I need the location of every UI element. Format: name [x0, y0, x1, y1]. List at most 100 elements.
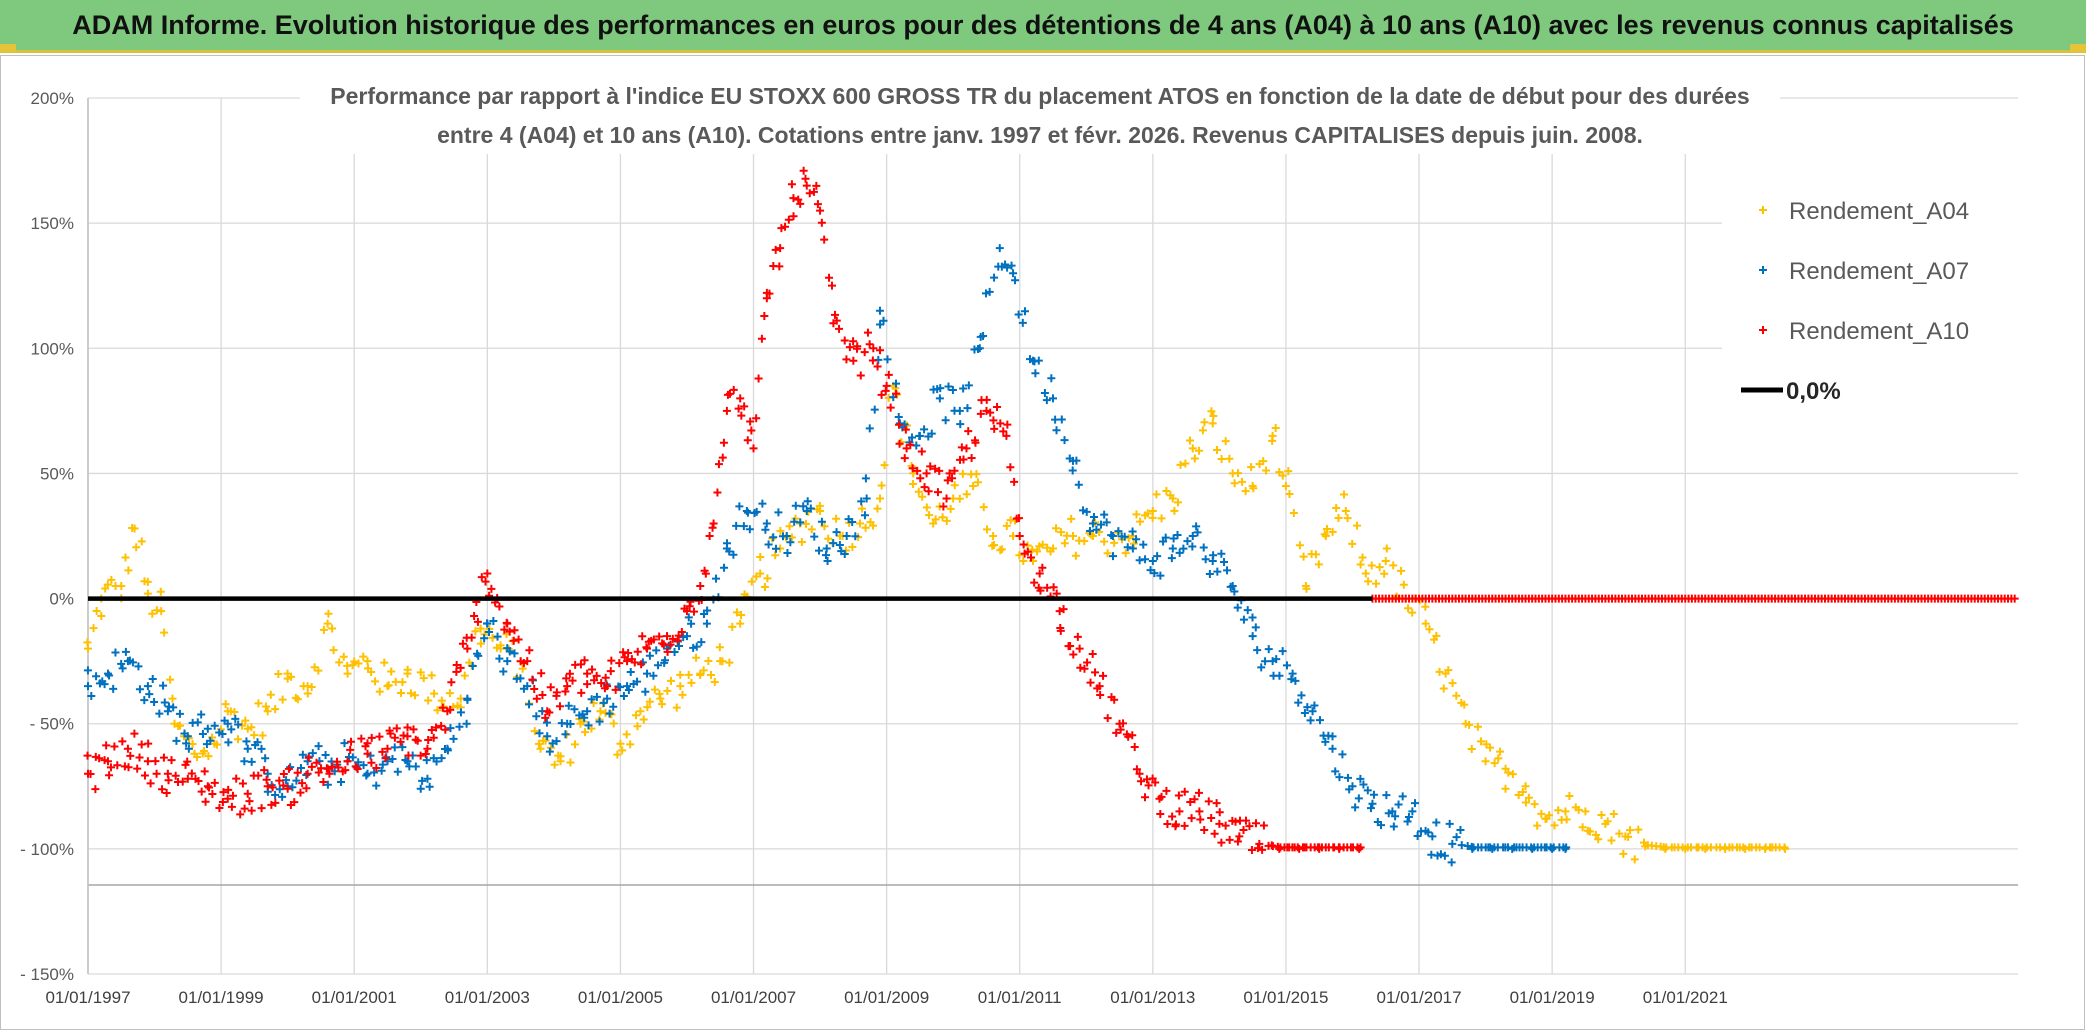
scatter-mark-rendement_a07	[525, 700, 534, 709]
scatter-mark-rendement_a10	[1215, 808, 1224, 817]
scatter-mark-rendement_a07	[1082, 507, 1091, 516]
scatter-mark-rendement_a10	[334, 763, 343, 772]
data-point-rendement_a07	[84, 682, 92, 691]
scatter-mark-rendement_a10	[290, 798, 299, 807]
scatter-mark-rendement_a10	[881, 386, 890, 395]
scatter-mark-rendement_a07	[1287, 675, 1296, 684]
scatter-mark-rendement_a10	[118, 737, 127, 746]
scatter-mark-rendement_a07	[1217, 549, 1226, 558]
scatter-mark-rendement_a04	[1597, 811, 1606, 820]
scatter-mark-rendement_a10	[538, 690, 547, 699]
scatter-mark-rendement_a07	[725, 547, 734, 556]
scatter-mark-rendement_a04	[1408, 608, 1417, 617]
scatter-mark-rendement_a04	[193, 753, 202, 762]
scatter-mark-rendement_a07	[308, 749, 317, 758]
scatter-mark-rendement_a10	[920, 483, 929, 492]
data-point-rendement_a07	[762, 519, 771, 528]
data-point-rendement_a04	[1208, 419, 1217, 428]
scatter-mark-rendement_a10	[873, 362, 882, 371]
scatter-mark-rendement_a07	[370, 768, 379, 777]
scatter-mark-rendement_a04	[1530, 800, 1539, 809]
scatter-mark-rendement_a10	[1233, 837, 1242, 846]
data-point-rendement_a04	[1421, 619, 1430, 628]
data-point-rendement_a10	[1295, 844, 1304, 853]
data-point-rendement_a10	[789, 194, 798, 203]
scatter-mark-rendement_a10	[1207, 813, 1216, 822]
scatter-mark-rendement_a10	[677, 628, 686, 637]
scatter-mark-rendement_a10	[908, 464, 917, 473]
data-point-rendement_a10	[203, 782, 212, 791]
scatter-mark-rendement_a04	[266, 690, 275, 699]
scatter-mark-rendement_a07	[1003, 263, 1012, 272]
scatter-mark-rendement_a10	[392, 724, 401, 733]
scatter-mark-rendement_a04	[1002, 521, 1011, 530]
scatter-mark-rendement_a10	[906, 440, 915, 449]
scatter-mark-rendement_a10	[659, 640, 668, 649]
scatter-mark-rendement_a07	[1025, 355, 1034, 364]
scatter-mark-rendement_a04	[820, 522, 829, 531]
scatter-mark-rendement_a04	[427, 671, 436, 680]
scatter-mark-rendement_a10	[372, 764, 381, 773]
data-point-rendement_a07	[1428, 832, 1437, 841]
scatter-mark-rendement_a10	[649, 635, 658, 644]
scatter-mark-rendement_a10	[421, 749, 430, 758]
y-tick-label: 50%	[40, 464, 74, 483]
scatter-mark-rendement_a10	[1163, 820, 1172, 829]
scatter-mark-rendement_a04	[657, 700, 666, 709]
scatter-mark-rendement_a10	[1186, 798, 1195, 807]
scatter-mark-rendement_a07	[870, 405, 879, 414]
data-point-rendement_a07	[1088, 519, 1097, 528]
scatter-mark-rendement_a10	[577, 688, 586, 697]
scatter-mark-rendement_a10	[164, 776, 173, 785]
scatter-mark-rendement_a10	[950, 466, 959, 475]
scatter-mark-rendement_a07	[437, 754, 446, 763]
scatter-mark-rendement_a10	[247, 806, 256, 815]
scatter-mark-rendement_a07	[1100, 510, 1109, 519]
scatter-mark-rendement_a04	[1295, 541, 1304, 550]
scatter-mark-rendement_a07	[595, 717, 604, 726]
scatter-mark-rendement_a07	[1179, 544, 1188, 553]
scatter-mark-rendement_a07	[218, 730, 227, 739]
scatter-mark-rendement_a07	[806, 504, 815, 513]
data-point-rendement_a07	[1408, 807, 1417, 816]
scatter-mark-rendement_a07	[907, 433, 916, 442]
scatter-mark-rendement_a04	[643, 703, 652, 712]
scatter-mark-rendement_a04	[1343, 514, 1352, 523]
scatter-mark-rendement_a04	[247, 723, 256, 732]
scatter-mark-rendement_a04	[1554, 806, 1563, 815]
scatter-mark-rendement_a07	[592, 692, 601, 701]
data-point-rendement_a10	[263, 782, 272, 791]
scatter-mark-rendement_a04	[752, 572, 761, 581]
data-point-rendement_a07	[1168, 544, 1177, 553]
data-point-rendement_a04	[1321, 532, 1330, 540]
scatter-mark-rendement_a07	[111, 648, 120, 657]
scatter-mark-rendement_a10	[917, 447, 926, 456]
scatter-mark-rendement_a07	[1264, 645, 1273, 654]
scatter-mark-rendement_a10	[1038, 563, 1047, 572]
scatter-mark-rendement_a10	[799, 166, 808, 175]
scatter-mark-rendement_a04	[1565, 791, 1574, 800]
scatter-mark-rendement_a04	[1166, 491, 1175, 500]
scatter-mark-rendement_a07	[948, 386, 957, 395]
scatter-mark-rendement_a04	[1247, 463, 1256, 472]
scatter-mark-rendement_a10	[314, 768, 323, 777]
chart-title-line2: entre 4 (A04) et 10 ans (A10). Cotations…	[437, 122, 1643, 148]
scatter-mark-rendement_a07	[1445, 819, 1454, 828]
scatter-mark-rendement_a07	[483, 619, 492, 628]
scatter-mark-rendement_a07	[778, 532, 787, 541]
scatter-mark-rendement_a07	[1377, 821, 1386, 830]
scatter-mark-rendement_a04	[958, 469, 967, 478]
scatter-mark-rendement_a07	[944, 382, 953, 391]
scatter-mark-rendement_a07	[722, 539, 731, 548]
scatter-mark-rendement_a07	[109, 684, 118, 693]
scatter-mark-rendement_a07	[1220, 557, 1229, 566]
scatter-mark-rendement_a04	[858, 504, 867, 513]
scatter-mark-rendement_a07	[1398, 792, 1407, 801]
scatter-mark-rendement_a04	[83, 638, 92, 647]
scatter-mark-rendement_a10	[510, 626, 519, 635]
data-point-rendement_a10	[749, 444, 758, 453]
scatter-mark-rendement_a04	[787, 533, 796, 542]
scatter-mark-rendement_a07	[687, 619, 696, 628]
scatter-mark-rendement_a10	[760, 311, 769, 320]
scatter-mark-rendement_a07	[480, 634, 489, 643]
